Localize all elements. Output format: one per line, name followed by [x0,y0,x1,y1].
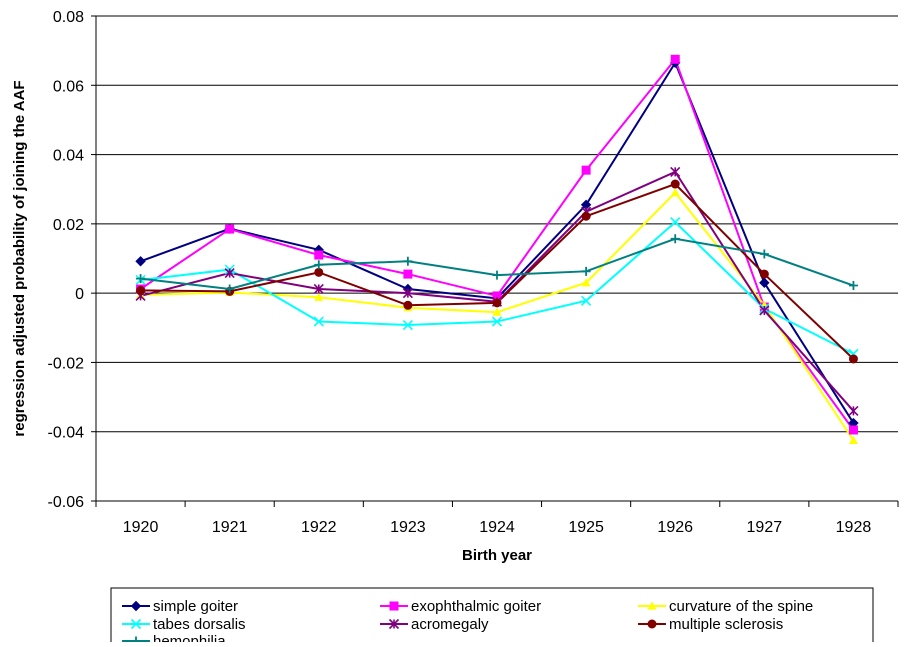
data-point-exophthalmic-goiter [670,54,680,64]
legend-marker-exophthalmic-goiter [389,601,399,611]
data-point-tabes-dorsalis [670,217,681,228]
y-tick-label: 0.06 [53,78,84,95]
data-point-hemophilia [581,266,591,276]
x-tick-label: 1921 [212,519,248,536]
legend-label-tabes-dorsalis: tabes dorsalis [153,616,246,633]
legend-marker-simple-goiter [130,600,142,612]
data-point-simple-goiter [759,277,770,288]
axes: -0.06 -0.04 -0.02 0 0.02 0.04 0.06 0.08 1920 1921… [48,9,899,536]
data-point-acromegaly [759,305,770,316]
data-point-tabes-dorsalis [491,316,503,327]
x-axis-title: Birth year [462,547,532,564]
data-point-hemophilia [759,249,769,259]
legend-marker-curvature-of-the-spine [647,601,657,610]
data-point-curvature-of-the-spine [581,278,591,287]
data-point-exophthalmic-goiter [848,425,858,435]
y-tick-label: 0.02 [53,217,84,234]
data-point-multiple-sclerosis [136,285,146,295]
legend-box [110,587,874,645]
data-point-multiple-sclerosis [492,298,502,308]
legend-marker-multiple-sclerosis [647,619,657,629]
data-point-hemophilia [136,274,146,284]
data-point-simple-goiter [135,256,146,267]
data-point-multiple-sclerosis [581,211,591,221]
y-tick-label: 0.04 [53,148,84,165]
data-point-hemophilia [492,270,502,280]
series-markers [135,54,859,444]
data-point-multiple-sclerosis [314,267,324,277]
x-tick-label: 1924 [479,519,515,536]
data-point-curvature-of-the-spine [492,307,502,316]
data-point-multiple-sclerosis [759,269,769,279]
x-tick-label: 1928 [836,519,872,536]
data-point-exophthalmic-goiter [492,291,502,301]
data-point-hemophilia [403,256,413,266]
data-point-acromegaly [313,283,324,295]
legend-label-simple-goiter: simple goiter [153,598,238,615]
data-point-hemophilia [670,234,680,244]
data-point-hemophilia [848,281,858,291]
data-point-curvature-of-the-spine [848,435,858,444]
x-tick-label: 1926 [657,519,693,536]
data-point-tabes-dorsalis [581,295,592,306]
data-point-multiple-sclerosis [848,354,858,364]
legend-label-hemophilia: hemophilia [153,633,226,642]
gridlines [96,15,898,433]
y-tick-label: -0.04 [48,425,85,442]
data-point-exophthalmic-goiter [403,269,413,279]
data-point-acromegaly [670,166,681,177]
data-point-tabes-dorsalis [402,319,413,331]
data-point-exophthalmic-goiter [581,165,591,175]
y-tick-label: 0 [75,286,84,303]
x-tick-label: 1925 [568,519,604,536]
x-tick-label: 1922 [301,519,337,536]
series-line-exophthalmic-goiter [139,57,855,431]
data-point-acromegaly [848,405,859,416]
data-point-tabes-dorsalis [313,316,324,327]
series-line-curvature-of-the-spine [140,191,855,441]
legend-label-curvature-of-the-spine: curvature of the spine [669,598,813,615]
x-tick-label: 1927 [747,519,783,536]
y-tick-label: -0.02 [48,355,85,372]
y-tick-label: -0.06 [48,494,85,511]
data-point-hemophilia [225,284,235,294]
data-point-hemophilia [314,260,324,270]
y-axis-title: regression adjusted probability of joini… [11,80,28,436]
data-point-exophthalmic-goiter [314,250,324,260]
data-point-curvature-of-the-spine [670,188,680,197]
legend: simple goiter exophthalmic goiter curvatur… [110,587,874,647]
data-point-multiple-sclerosis [403,300,413,310]
legend-label-multiple-sclerosis: multiple sclerosis [669,616,783,633]
legend-label-acromegaly: acromegaly [411,616,489,633]
legend-label-exophthalmic-goiter: exophthalmic goiter [411,598,541,615]
data-point-acromegaly [224,267,235,279]
data-point-curvature-of-the-spine [314,292,324,301]
x-tick-label: 1920 [123,519,159,536]
data-point-acromegaly [402,288,413,299]
data-point-exophthalmic-goiter [225,224,235,234]
data-point-multiple-sclerosis [670,179,680,189]
legend-marker-tabes-dorsalis [130,618,142,630]
x-tick-label: 1923 [390,519,426,536]
legend-marker-acromegaly [388,618,400,630]
series-line-simple-goiter [140,60,855,424]
y-tick-label: 0.08 [53,9,84,26]
series-lines [139,57,855,441]
